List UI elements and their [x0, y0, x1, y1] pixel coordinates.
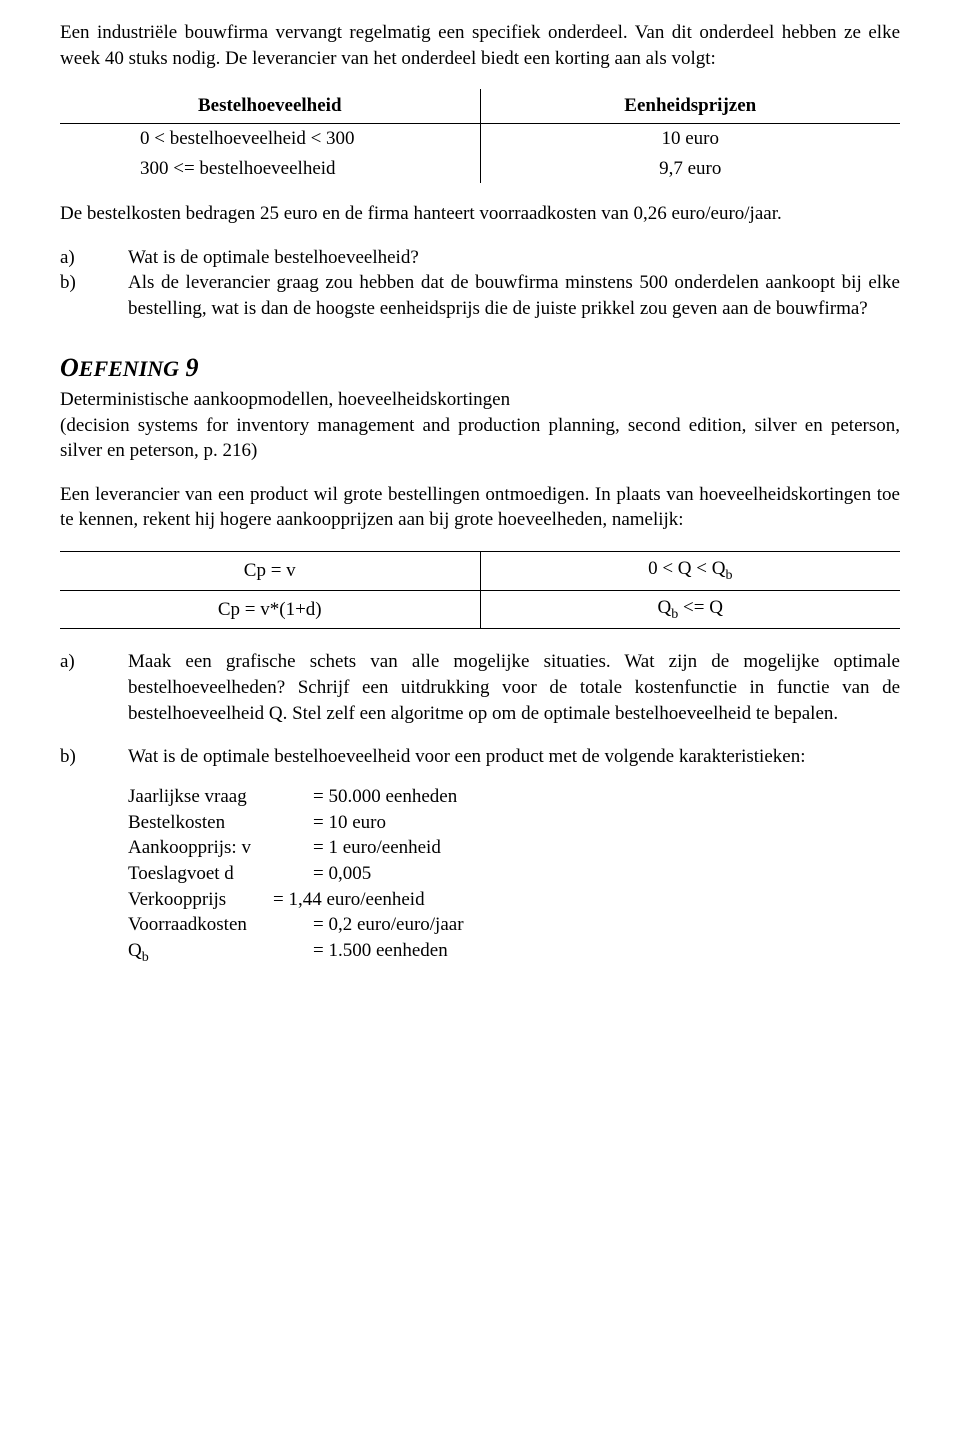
- exercise-paragraph: Een leverancier van een product wil grot…: [60, 482, 900, 533]
- table1-header-price: Eenheidsprijzen: [480, 89, 900, 123]
- char-value: = 50.000 eenheden: [313, 784, 900, 810]
- question-block-1: a) Wat is de optimale bestelhoeveelheid?…: [60, 245, 900, 322]
- intro-paragraph: Een industriële bouwfirma vervangt regel…: [60, 20, 900, 71]
- char-value: = 10 euro: [313, 810, 900, 836]
- char-value: = 1.500 eenheden: [313, 938, 900, 968]
- pricing-table-1: Bestelhoeveelheid Eenheidsprijzen 0 < be…: [60, 89, 900, 183]
- char-label: Voorraadkosten: [128, 912, 313, 938]
- table1-cell: 10 euro: [480, 123, 900, 153]
- table1-cell: 9,7 euro: [480, 154, 900, 184]
- question-label-a: a): [60, 245, 128, 271]
- char-label-pre: Q: [128, 940, 142, 961]
- exercise-subtitle: Deterministische aankoopmodellen, hoevee…: [60, 387, 900, 413]
- table1-cell: 300 <= bestelhoeveelheid: [60, 154, 480, 184]
- question-text-b2: Wat is de optimale bestelhoeveelheid voo…: [128, 744, 900, 770]
- question-label-b: b): [60, 270, 128, 321]
- table2-cell: Cp = v: [60, 552, 480, 591]
- heading-number: 9: [179, 353, 199, 382]
- char-label: Jaarlijkse vraag: [128, 784, 313, 810]
- char-value: = 1,44 euro/eenheid: [273, 887, 900, 913]
- char-value: = 0,005: [313, 861, 900, 887]
- char-label: Verkoopprijs: [128, 887, 273, 913]
- heading-big-o: O: [60, 353, 79, 382]
- formula-text: <= Q: [678, 597, 723, 618]
- pricing-formula-table: Cp = v 0 < Q < Qb Cp = v*(1+d) Qb <= Q: [60, 551, 900, 629]
- table2-cell: 0 < Q < Qb: [480, 552, 900, 591]
- table1-header-qty: Bestelhoeveelheid: [60, 89, 480, 123]
- table1-cell: 0 < bestelhoeveelheid < 300: [60, 123, 480, 153]
- question-label-b2: b): [60, 744, 128, 770]
- char-label: Qb: [128, 938, 313, 968]
- question-text-a2: Maak een grafische schets van alle mogel…: [128, 649, 900, 726]
- characteristics-list: Jaarlijkse vraag = 50.000 eenheden Beste…: [128, 784, 900, 968]
- costs-paragraph: De bestelkosten bedragen 25 euro en de f…: [60, 201, 900, 227]
- char-value: = 1 euro/eenheid: [313, 835, 900, 861]
- formula-sub: b: [725, 568, 732, 583]
- char-label: Toeslagvoet d: [128, 861, 313, 887]
- formula-text: 0 < Q < Q: [648, 558, 725, 579]
- char-label: Aankoopprijs: v: [128, 835, 313, 861]
- question-text-a: Wat is de optimale bestelhoeveelheid?: [128, 245, 900, 271]
- char-value: = 0,2 euro/euro/jaar: [313, 912, 900, 938]
- formula-text: Q: [658, 597, 672, 618]
- exercise-heading: OEFENING 9: [60, 350, 900, 385]
- char-label: Bestelkosten: [128, 810, 313, 836]
- question-block-2: a) Maak een grafische schets van alle mo…: [60, 649, 900, 967]
- char-label-sub: b: [142, 950, 149, 965]
- heading-text: EFENING: [79, 356, 179, 381]
- exercise-reference: (decision systems for inventory manageme…: [60, 413, 900, 464]
- table2-cell: Cp = v*(1+d): [60, 590, 480, 629]
- question-label-a2: a): [60, 649, 128, 726]
- question-text-b: Als de leverancier graag zou hebben dat …: [128, 270, 900, 321]
- table2-cell: Qb <= Q: [480, 590, 900, 629]
